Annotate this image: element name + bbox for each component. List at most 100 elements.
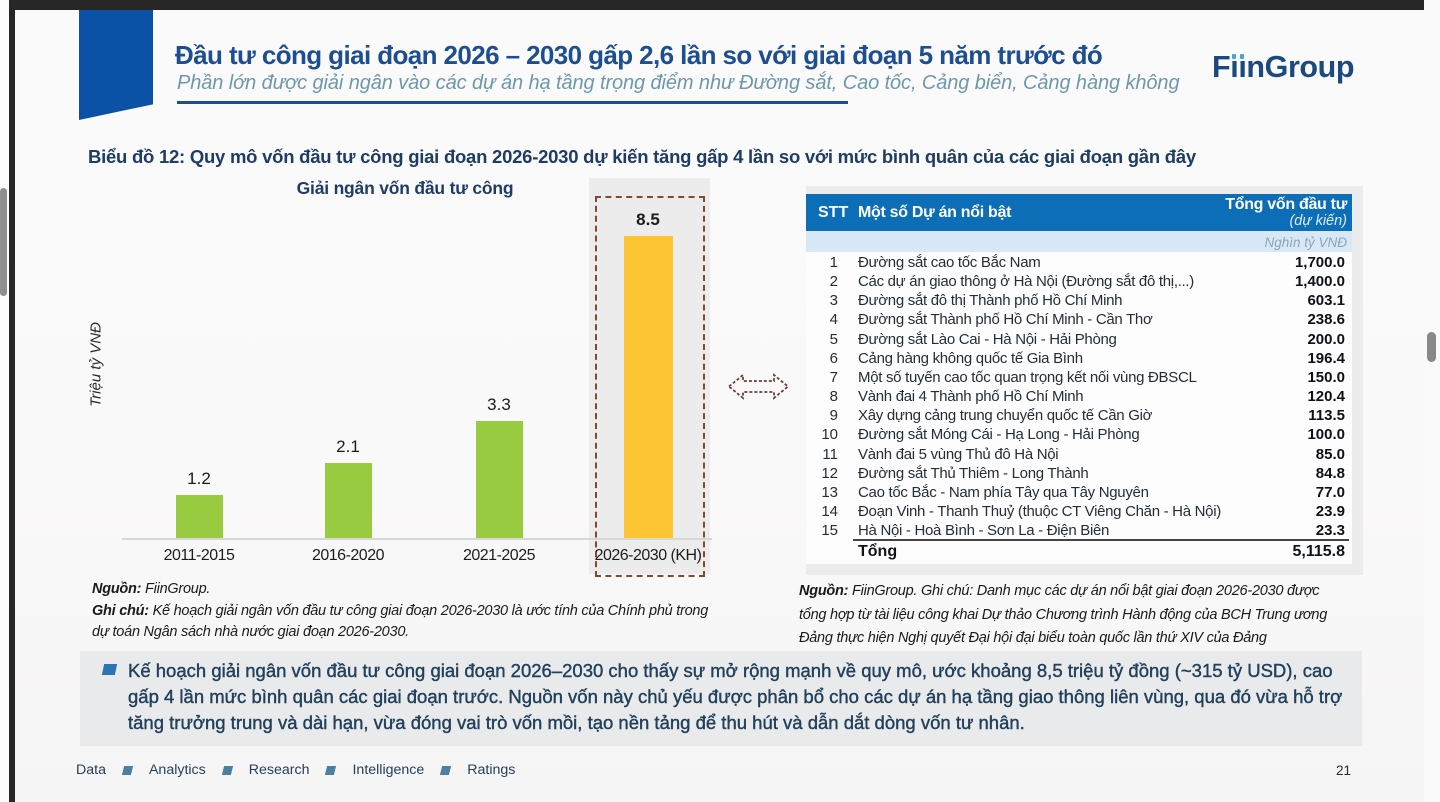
- table-row: 1 Đường sắt cao tốc Bắc Nam 1,700.0: [806, 254, 1352, 273]
- row-project-name: Cao tốc Bắc - Nam phía Tây qua Tây Nguyê…: [858, 483, 1149, 501]
- table-header-value1: Tổng vốn đầu tư: [1225, 196, 1347, 213]
- table-row: 14 Đoạn Vinh - Thanh Thuỷ (thuộc CT Viêng…: [806, 503, 1352, 522]
- row-value: 84.8: [1315, 464, 1345, 482]
- row-stt: 11: [822, 445, 838, 463]
- table-row: 13 Cao tốc Bắc - Nam phía Tây qua Tây Ngu…: [806, 484, 1352, 503]
- row-stt: 15: [821, 522, 838, 540]
- left-scrollbar-track: [0, 0, 9, 802]
- row-value: 23.9: [1315, 502, 1345, 520]
- bar-2011-2015: [175, 495, 223, 538]
- row-project-name: Đường sắt Lào Cai - Hà Nội - Hải Phòng: [858, 330, 1117, 348]
- footer-item-data: Data: [76, 762, 106, 778]
- footer-nav: Data Analytics Research Intelligence Ratings: [76, 762, 515, 778]
- bar-value-label: 8.5: [636, 210, 660, 229]
- table-row: 5 Đường sắt Lào Cai - Hà Nội - Hải Phòng 2…: [806, 331, 1352, 350]
- table-row: 12 Đường sắt Thủ Thiêm - Long Thành 84.8: [806, 465, 1352, 484]
- row-stt: 1: [829, 254, 838, 271]
- row-value: 150.0: [1307, 368, 1345, 386]
- footer-item-ratings: Ratings: [467, 762, 516, 778]
- row-project-name: Các dự án giao thông ở Hà Nội (Đường sắt…: [858, 273, 1194, 291]
- footer-flag-icon: [325, 765, 337, 775]
- left-scrollbar-thumb[interactable]: [0, 188, 7, 296]
- fiingroup-logo: Fı ı nGroup: [1212, 50, 1355, 84]
- title-underline: [177, 101, 848, 104]
- table-header-row: STT Một số Dự án nổi bật Tổng vốn đầu tư…: [806, 194, 1352, 231]
- footer-item-intelligence: Intelligence: [352, 762, 425, 778]
- table-row: 11 Vành đai 5 vùng Thủ đô Hà Nội 85.0: [806, 446, 1352, 465]
- table-row: 4 Đường sắt Thành phố Hồ Chí Minh - Cần T…: [806, 311, 1352, 330]
- callout-bullet-icon: [101, 664, 118, 675]
- table-row: 8 Vành đai 4 Thành phố Hồ Chí Minh 120.4: [806, 388, 1352, 407]
- row-value: 100.0: [1307, 426, 1345, 444]
- projects-table-body-bg: [806, 231, 1352, 564]
- chart-note-source-label: Nguồn:: [92, 581, 142, 597]
- row-value: 1,700.0: [1294, 254, 1345, 271]
- right-scrollbar-track: [1424, 0, 1440, 802]
- table-total-divider: [853, 539, 1349, 541]
- chart-title: Giải ngân vốn đầu tư công: [296, 178, 514, 198]
- row-value: 238.6: [1307, 311, 1345, 329]
- row-value: 23.3: [1315, 522, 1345, 540]
- row-project-name: Đường sắt Móng Cái - Hạ Long - Hải Phòng: [858, 426, 1140, 444]
- callout-text: Kế hoạch giải ngân vốn đầu tư công giai …: [128, 660, 1343, 733]
- footer-item-analytics: Analytics: [148, 762, 206, 778]
- footer-flag-icon: [121, 765, 134, 775]
- row-stt: 3: [829, 292, 838, 310]
- fiingroup-flag-logo-shape: [79, 8, 153, 120]
- table-row: 3 Đường sắt đô thị Thành phố Hồ Chí Minh 6…: [806, 292, 1352, 311]
- row-stt: 7: [829, 368, 838, 386]
- row-stt: 14: [821, 502, 838, 520]
- row-project-name: Đường sắt Thành phố Hồ Chí Minh - Cần Th…: [858, 311, 1153, 329]
- footer-item-research: Research: [248, 762, 310, 778]
- bar-value-label: 1.2: [187, 469, 211, 488]
- row-stt: 12: [821, 464, 838, 482]
- right-scrollbar-thumb[interactable]: [1427, 332, 1436, 362]
- bar-2021-2025: [475, 421, 523, 538]
- row-value: 120.4: [1307, 388, 1345, 406]
- row-project-name: Đoạn Vinh - Thanh Thuỷ (thuộc CT Viêng C…: [858, 502, 1221, 520]
- row-value: 1,400.0: [1294, 273, 1345, 291]
- row-stt: 9: [829, 407, 838, 425]
- bar-value-label: 2.1: [336, 437, 360, 456]
- chart-note-ghichu-label: Ghi chú:: [92, 602, 149, 619]
- row-project-name: Một số tuyến cao tốc quan trọng kết nối …: [858, 368, 1197, 386]
- row-value: 196.4: [1307, 349, 1345, 367]
- table-row: 6 Cảng hàng không quốc tế Gia Bình 196.4: [806, 350, 1352, 369]
- table-header-name: Một số Dự án nổi bật: [858, 204, 1012, 221]
- row-stt: 5: [829, 330, 838, 348]
- row-stt: 6: [829, 349, 838, 367]
- viewer-left-border: [9, 0, 15, 802]
- row-value: 603.1: [1307, 292, 1345, 310]
- logo-i-dot: [1231, 54, 1237, 59]
- table-header-value2: (dự kiến): [1289, 213, 1347, 229]
- table-note-source-label: Nguồn:: [799, 583, 849, 599]
- chart-x-axis: [122, 538, 712, 540]
- row-project-name: Hà Nội - Hoà Bình - Sơn La - Điện Biên: [858, 522, 1110, 540]
- chart-section-heading: Biểu đồ 12: Quy mô vốn đầu tư công giai …: [88, 146, 1196, 167]
- row-project-name: Đường sắt cao tốc Bắc Nam: [858, 254, 1041, 271]
- bar-2026-2030 (KH): [623, 236, 673, 538]
- viewer-top-border: [10, 0, 1424, 10]
- double-arrow-icon: [727, 371, 790, 407]
- table-row: 10 Đường sắt Móng Cái - Hạ Long - Hải Phò…: [806, 426, 1352, 445]
- chart-y-axis-label: Triệu tỷ VNĐ: [87, 322, 105, 407]
- x-axis-tick-label: 2026-2030 (KH): [594, 547, 702, 564]
- table-row: 9 Xây dựng cảng trung chuyển quốc tế Cần …: [806, 407, 1352, 426]
- slide-title: Đầu tư công giai đoạn 2026 – 2030 gấp 2,…: [175, 40, 1103, 70]
- table-total-value: 5,115.8: [1292, 543, 1346, 560]
- x-axis-tick-label: 2021-2025: [462, 547, 536, 564]
- x-axis-tick-label: 2011-2015: [163, 547, 235, 564]
- footer-flag-icon: [440, 765, 452, 775]
- summary-callout: Kế hoạch giải ngân vốn đầu tư công giai …: [80, 651, 1362, 746]
- row-project-name: Xây dựng cảng trung chuyển quốc tế Cần G…: [858, 407, 1153, 425]
- table-row: 7 Một số tuyến cao tốc quan trọng kết nối…: [806, 369, 1352, 388]
- bar-2016-2020: [324, 463, 372, 538]
- row-project-name: Vành đai 4 Thành phố Hồ Chí Minh: [858, 388, 1084, 406]
- row-project-name: Đường sắt đô thị Thành phố Hồ Chí Minh: [858, 292, 1123, 310]
- row-value: 113.5: [1308, 407, 1345, 425]
- bar-value-label: 3.3: [487, 395, 511, 414]
- slide-subtitle: Phần lớn được giải ngân vào các dự án hạ…: [177, 72, 1180, 94]
- table-header-stt: STT: [818, 204, 849, 221]
